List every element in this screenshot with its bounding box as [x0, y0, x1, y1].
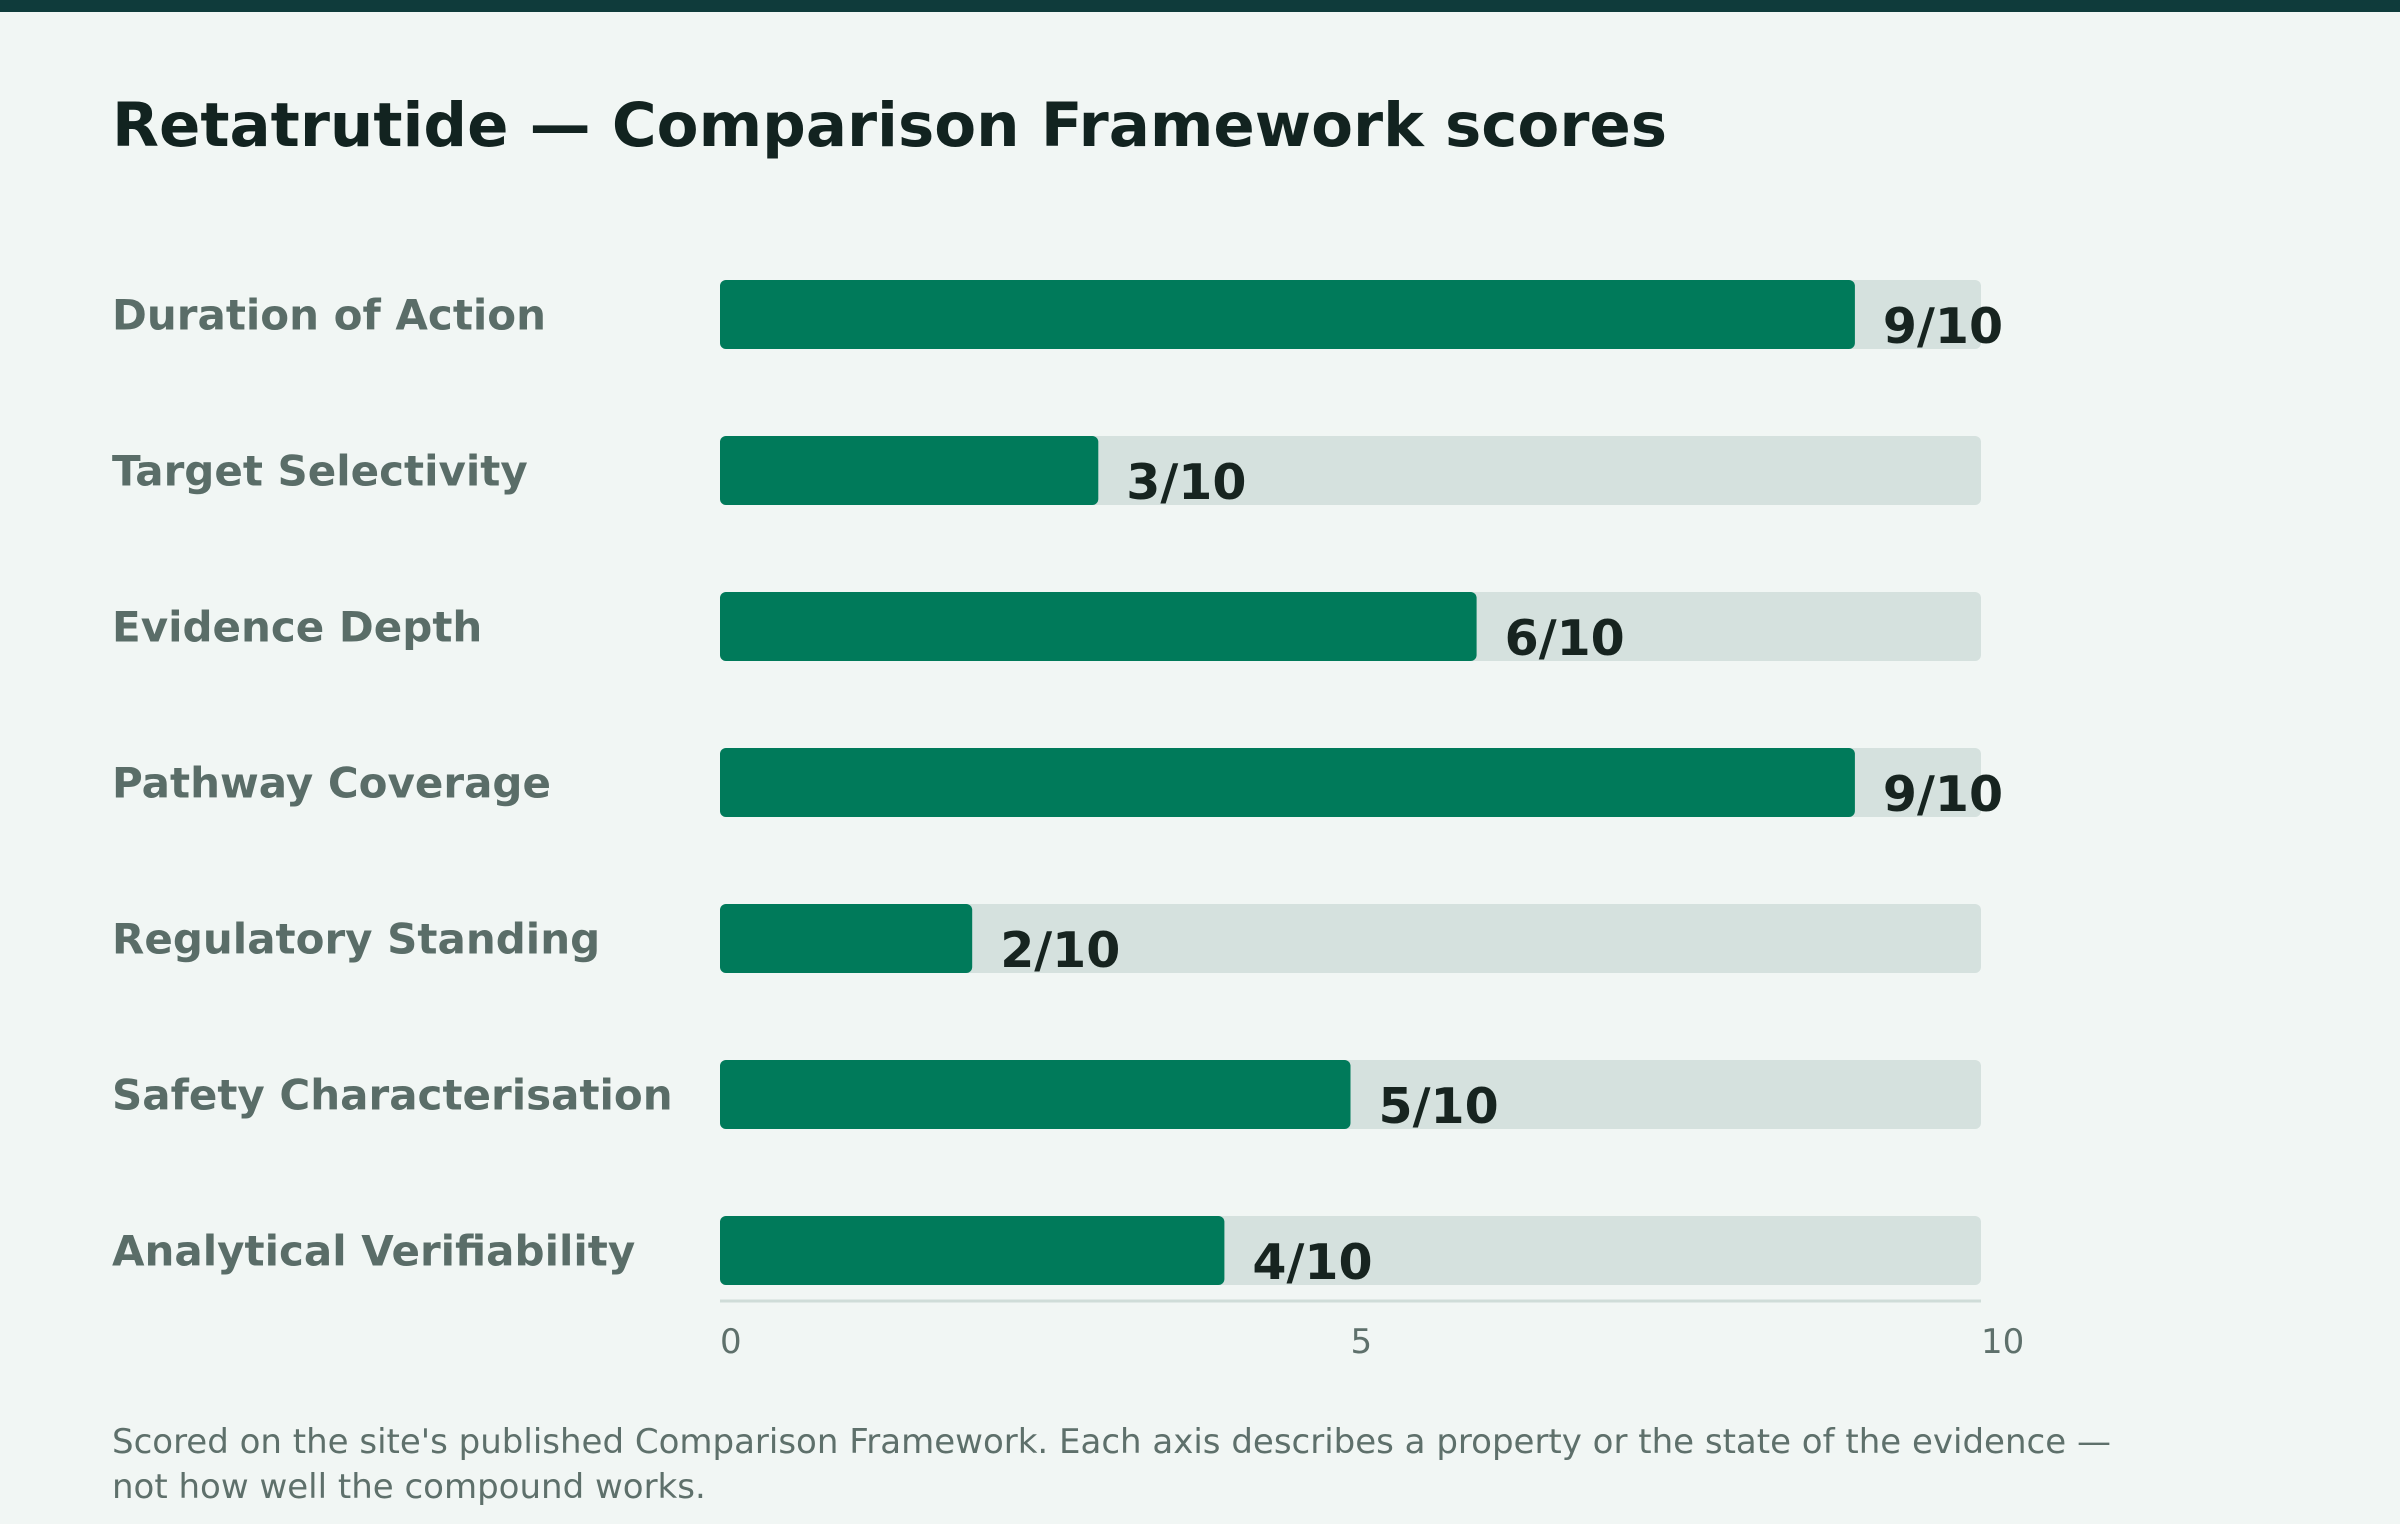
chart-title: Retatrutide — Comparison Framework score…: [112, 90, 1668, 161]
bar: [720, 904, 973, 973]
bar: [720, 592, 1477, 661]
bar: [720, 1216, 1225, 1285]
value-label: 9/10: [1883, 298, 2003, 355]
bar: [720, 1060, 1351, 1129]
value-label: 4/10: [1252, 1234, 1372, 1291]
value-label: 6/10: [1505, 610, 1625, 667]
value-label: 3/10: [1126, 454, 1246, 511]
category-label: Evidence Depth: [112, 603, 482, 652]
category-label: Regulatory Standing: [112, 915, 600, 964]
category-label: Duration of Action: [112, 291, 546, 340]
bar: [720, 748, 1855, 817]
bar: [720, 280, 1855, 349]
value-label: 9/10: [1883, 766, 2003, 823]
bar: [720, 436, 1099, 505]
value-label: 5/10: [1379, 1078, 1499, 1135]
chart-footnote: Scored on the site's published Compariso…: [112, 1422, 2111, 1507]
category-label: Analytical Verifiability: [112, 1227, 635, 1276]
category-label: Pathway Coverage: [112, 759, 551, 808]
bar-track: [720, 904, 1981, 973]
value-label: 2/10: [1000, 922, 1120, 979]
x-tick-label: 0: [720, 1322, 742, 1362]
top-accent-bar: [0, 0, 2400, 12]
category-label: Target Selectivity: [112, 447, 528, 496]
category-label: Safety Characterisation: [112, 1071, 673, 1120]
x-tick-label: 5: [1351, 1322, 1373, 1362]
x-tick-label: 10: [1981, 1322, 2024, 1362]
